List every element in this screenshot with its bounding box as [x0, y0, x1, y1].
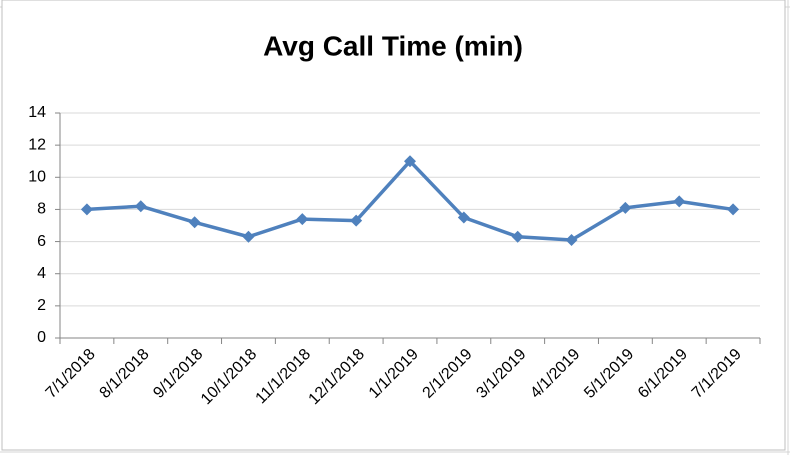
y-tick-label: 14 [28, 104, 46, 121]
marker [188, 216, 201, 229]
y-tick-label: 6 [37, 233, 46, 250]
y-tick-label: 4 [37, 265, 46, 282]
marker [350, 214, 363, 227]
marker [673, 195, 686, 208]
marker [619, 201, 632, 214]
marker [457, 211, 470, 224]
marker [242, 230, 255, 243]
y-tick-label: 0 [37, 329, 46, 346]
marker [296, 213, 309, 226]
marker [404, 155, 416, 168]
y-tick-label: 2 [37, 297, 46, 314]
marker [727, 203, 740, 216]
y-tick-label: 12 [28, 136, 46, 153]
marker [565, 233, 578, 246]
marker [80, 203, 93, 216]
marker [134, 200, 147, 213]
y-tick-label: 8 [37, 201, 46, 218]
y-tick-label: 10 [28, 169, 46, 186]
marker [511, 230, 524, 243]
chart-title: Avg Call Time (min) [263, 30, 523, 61]
